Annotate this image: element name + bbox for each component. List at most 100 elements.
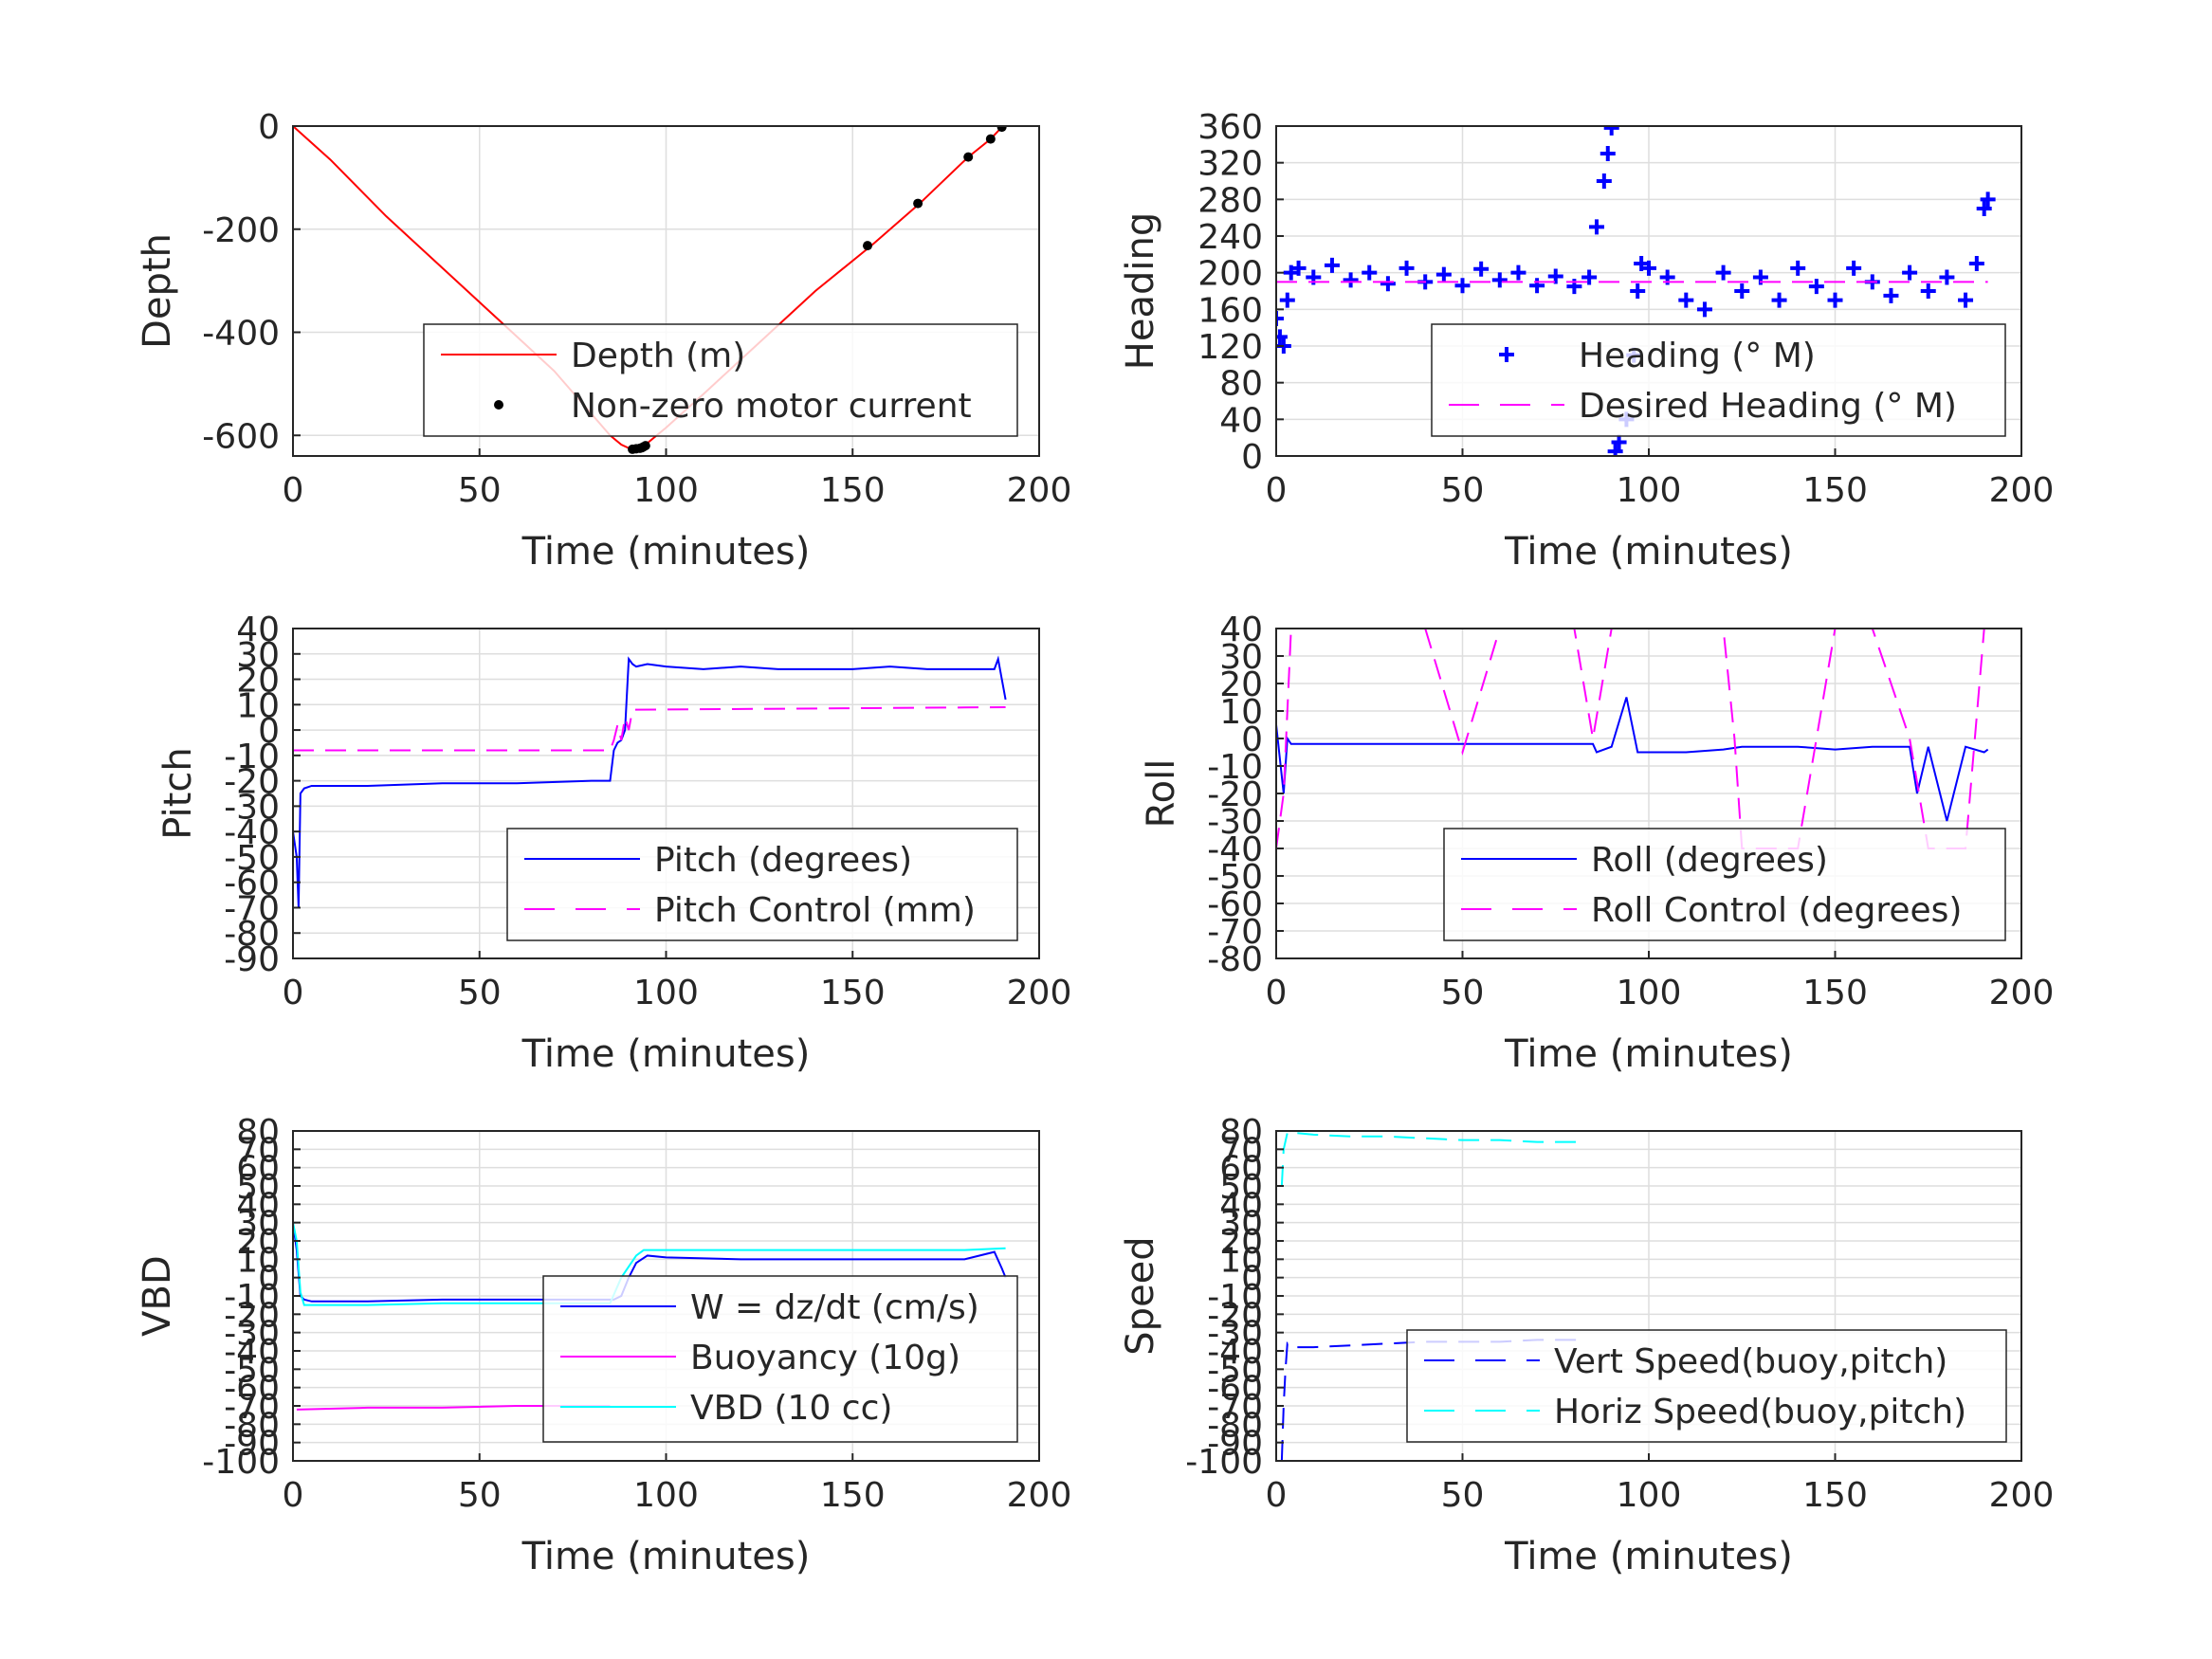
legend-entry-label: Non-zero motor current bbox=[571, 387, 972, 426]
y-tick-label: -20 bbox=[1207, 1296, 1263, 1335]
data-point-plus bbox=[1939, 269, 1955, 285]
data-point-plus bbox=[1696, 301, 1712, 318]
x-tick-label: 100 bbox=[633, 471, 699, 510]
legend-entry-label: VBD (10 cc) bbox=[690, 1389, 892, 1428]
legend: Roll (degrees) Roll Control (degrees) bbox=[1443, 828, 2006, 941]
data-point bbox=[913, 198, 923, 209]
x-tick-label: 100 bbox=[633, 1476, 699, 1515]
y-tick-label: -60 bbox=[224, 865, 280, 903]
y-tick-label: 10 bbox=[236, 1241, 280, 1280]
data-point-plus bbox=[1980, 191, 1996, 208]
data-point-plus bbox=[1920, 283, 1936, 299]
y-tick-label: -30 bbox=[224, 1315, 280, 1354]
y-tick-label: -50 bbox=[1207, 1351, 1263, 1390]
y-tick-label: -80 bbox=[224, 915, 280, 954]
data-point bbox=[996, 126, 1007, 133]
data-point bbox=[985, 134, 996, 144]
legend-box bbox=[423, 323, 1018, 437]
legend-entry-label: Pitch Control (mm) bbox=[654, 891, 976, 930]
legend-box bbox=[542, 1275, 1018, 1443]
y-axis-label: Depth bbox=[136, 233, 179, 349]
y-tick-label: 160 bbox=[1197, 291, 1263, 330]
y-tick-label: -10 bbox=[224, 1278, 280, 1317]
x-tick-label: 0 bbox=[283, 974, 304, 1012]
data-point-plus bbox=[1715, 264, 1731, 281]
y-tick-label: 20 bbox=[236, 1223, 280, 1262]
legend: Heading (° M) Desired Heading (° M) bbox=[1431, 323, 2006, 437]
data-point-plus bbox=[1529, 278, 1545, 294]
y-tick-label: 120 bbox=[1197, 328, 1263, 367]
y-tick-label: 20 bbox=[1219, 1223, 1263, 1262]
y-tick-label: 10 bbox=[236, 686, 280, 725]
x-axis-label: Time (minutes) bbox=[1504, 1535, 1793, 1578]
y-tick-label: -30 bbox=[1207, 1315, 1263, 1354]
data-point-plus bbox=[1976, 201, 1992, 216]
y-tick-label: 10 bbox=[1219, 693, 1263, 732]
data-point bbox=[640, 441, 650, 451]
x-tick-label: 0 bbox=[283, 471, 304, 510]
x-tick-label: 50 bbox=[1441, 471, 1485, 510]
x-tick-label: 100 bbox=[1617, 974, 1682, 1012]
legend-entry-label: Roll (degrees) bbox=[1591, 841, 1828, 880]
y-axis-label: VBD bbox=[136, 1255, 179, 1337]
x-tick-label: 100 bbox=[1617, 1476, 1682, 1515]
y-tick-label: -400 bbox=[202, 315, 280, 354]
y-tick-label: -200 bbox=[202, 211, 280, 250]
data-point-plus bbox=[1641, 260, 1656, 276]
data-point-plus bbox=[1510, 264, 1526, 281]
y-tick-label: -600 bbox=[202, 417, 280, 456]
legend-entry-label: Roll Control (degrees) bbox=[1591, 891, 1962, 930]
y-tick-label: 30 bbox=[236, 636, 280, 675]
y-axis-label: Pitch bbox=[156, 747, 200, 839]
data-point-plus bbox=[1846, 260, 1862, 276]
y-tick-label: 0 bbox=[258, 1260, 280, 1299]
y-tick-label: -40 bbox=[224, 1333, 280, 1372]
y-tick-label: 20 bbox=[236, 662, 280, 701]
legend-entry-label: Horiz Speed(buoy,pitch) bbox=[1554, 1393, 1966, 1431]
x-tick-label: 100 bbox=[1617, 471, 1682, 510]
x-tick-label: 200 bbox=[1989, 471, 2055, 510]
x-tick-label: 50 bbox=[1441, 974, 1485, 1012]
y-tick-label: -70 bbox=[224, 889, 280, 928]
data-point-plus bbox=[1435, 266, 1452, 283]
x-axis-label: Time (minutes) bbox=[521, 1032, 811, 1076]
data-point-plus bbox=[1827, 292, 1843, 308]
y-tick-label: 30 bbox=[1219, 638, 1263, 677]
x-tick-label: 50 bbox=[458, 1476, 502, 1515]
x-tick-label: 150 bbox=[820, 471, 886, 510]
y-tick-label: -30 bbox=[1207, 803, 1263, 842]
y-tick-label: -90 bbox=[224, 940, 280, 979]
y-tick-label: -10 bbox=[1207, 1278, 1263, 1317]
x-tick-label: 100 bbox=[633, 974, 699, 1012]
legend-entry-label: Depth (m) bbox=[571, 337, 745, 375]
y-tick-label: -60 bbox=[224, 1370, 280, 1409]
y-tick-label: 0 bbox=[258, 108, 280, 147]
y-tick-label: -60 bbox=[1207, 1370, 1263, 1409]
y-tick-label: -10 bbox=[224, 738, 280, 776]
series-group bbox=[293, 655, 1007, 908]
y-tick-label: -40 bbox=[224, 813, 280, 852]
y-tick-label: 80 bbox=[1219, 1113, 1263, 1152]
y-tick-label: -100 bbox=[202, 1443, 280, 1482]
data-point-plus bbox=[1362, 264, 1378, 281]
y-tick-label: -80 bbox=[1207, 1406, 1263, 1445]
y-tick-label: -20 bbox=[224, 1296, 280, 1335]
data-point-plus bbox=[1380, 276, 1396, 292]
series-line-1 bbox=[1280, 1131, 1586, 1187]
data-point-plus bbox=[1968, 256, 1984, 271]
y-tick-label: 240 bbox=[1197, 218, 1263, 257]
data-point-plus bbox=[1290, 260, 1307, 276]
legend-entry-label: W = dz/dt (cm/s) bbox=[690, 1288, 979, 1327]
legend-entry-label: Vert Speed(buoy,pitch) bbox=[1554, 1342, 1947, 1381]
data-point-plus bbox=[1883, 287, 1899, 303]
series-group bbox=[1276, 126, 1996, 456]
y-tick-label: -80 bbox=[1207, 940, 1263, 979]
series-group bbox=[1276, 629, 1989, 849]
y-tick-label: 70 bbox=[1219, 1131, 1263, 1170]
y-tick-label: -40 bbox=[1207, 1333, 1263, 1372]
x-tick-label: 150 bbox=[1802, 1476, 1868, 1515]
x-tick-label: 200 bbox=[1007, 471, 1072, 510]
data-point-plus bbox=[1771, 292, 1787, 308]
legend-box bbox=[506, 828, 1018, 941]
